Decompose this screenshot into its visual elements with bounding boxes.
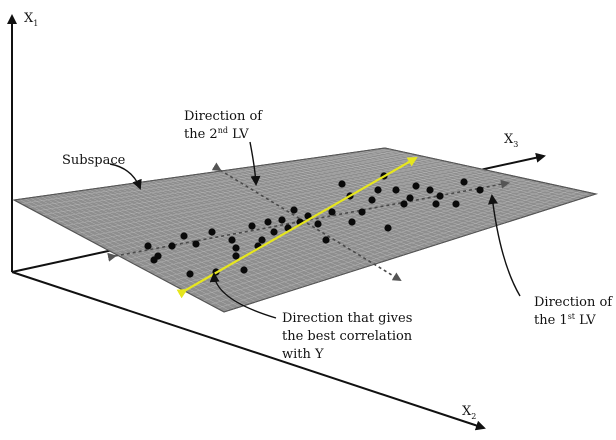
data-point <box>232 244 240 252</box>
lv2-label-line1: Direction of <box>184 109 263 124</box>
data-point <box>328 208 336 216</box>
data-point <box>208 228 216 236</box>
data-point <box>314 220 322 228</box>
data-point <box>144 242 152 250</box>
data-point <box>432 200 440 208</box>
data-point <box>322 236 330 244</box>
x3-axis-label: X3 <box>504 132 518 149</box>
data-point <box>374 186 382 194</box>
data-point <box>338 180 346 188</box>
data-point <box>412 182 420 190</box>
x2-axis-label: X2 <box>462 404 476 421</box>
correlation-label-line1: Direction that gives <box>282 311 412 326</box>
data-point <box>192 240 200 248</box>
x1-axis-label: X1 <box>24 11 38 28</box>
data-point <box>278 216 286 224</box>
data-point <box>392 186 400 194</box>
data-point <box>150 256 158 264</box>
subspace-pointer <box>109 163 142 190</box>
subspace-label: Subspace <box>62 153 126 168</box>
data-point <box>384 224 392 232</box>
data-point <box>290 206 298 214</box>
lv1-pointer <box>487 194 521 297</box>
data-point <box>232 252 240 260</box>
correlation-label-line2: the best correlation <box>282 329 413 344</box>
data-point <box>168 242 176 250</box>
data-point <box>348 218 356 226</box>
correlation-label-line3: with Y <box>282 347 324 362</box>
data-point <box>270 228 278 236</box>
data-point <box>228 236 236 244</box>
lv1-label-line2: the 1st LV <box>534 312 596 328</box>
data-point <box>368 196 376 204</box>
data-point <box>180 232 188 240</box>
data-point <box>248 222 256 230</box>
data-point <box>264 218 272 226</box>
data-point <box>400 200 408 208</box>
lv2-label: Direction of <box>184 109 263 124</box>
data-point <box>452 200 460 208</box>
correlation-pointer <box>209 272 277 319</box>
lv2-label-line2: the 2nd LV <box>184 126 249 142</box>
data-point <box>436 192 444 200</box>
data-point <box>476 186 484 194</box>
subspace-plane <box>12 147 598 313</box>
data-point <box>460 178 468 186</box>
data-point <box>406 194 414 202</box>
data-point <box>186 270 194 278</box>
callout-pointers <box>109 141 521 319</box>
data-point <box>426 186 434 194</box>
lv2-pointer <box>249 141 261 186</box>
data-point <box>240 266 248 274</box>
lv1-label-line1: Direction of <box>534 295 613 310</box>
data-point <box>358 208 366 216</box>
x2-axis <box>11 271 486 431</box>
data-point <box>258 236 266 244</box>
best-correlation-arrow <box>176 157 418 299</box>
